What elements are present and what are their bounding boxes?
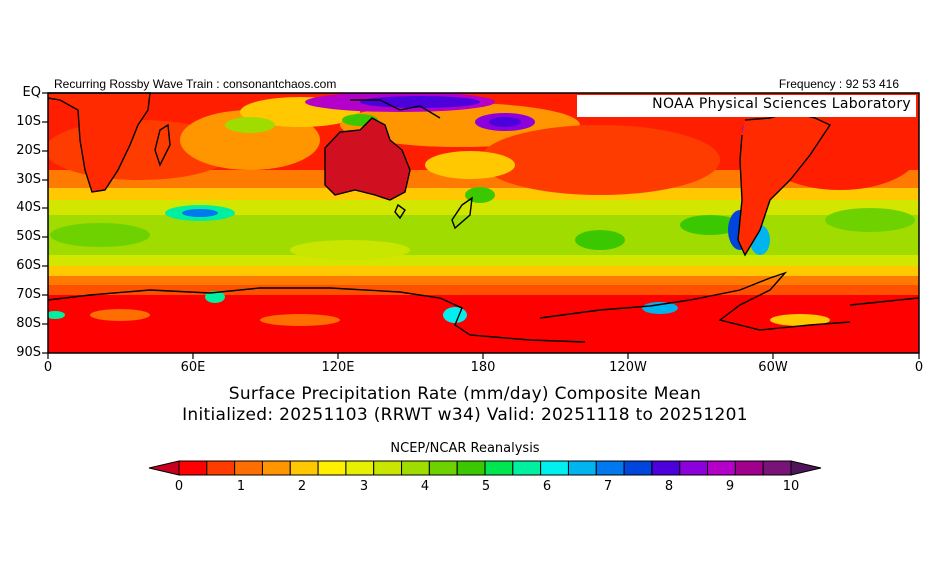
map-subtitle: Initialized: 20251103 (RRWT w34) Valid: … bbox=[182, 405, 748, 425]
colorbar-label-6: 6 bbox=[542, 479, 552, 494]
lat-label-70s: 70S bbox=[16, 287, 41, 302]
colorbar-label-4: 4 bbox=[420, 479, 430, 494]
map-title: Surface Precipitation Rate (mm/day) Comp… bbox=[228, 384, 702, 404]
lat-label-60s: 60S bbox=[16, 258, 41, 273]
coastlines bbox=[47, 92, 919, 343]
lon-label-180: 180 bbox=[470, 360, 496, 375]
lat-label-80s: 80S bbox=[16, 316, 41, 331]
colorbar-label-9: 9 bbox=[725, 479, 735, 494]
colorbar-label-10: 10 bbox=[782, 479, 800, 494]
data-source: NCEP/NCAR Reanalysis bbox=[390, 441, 540, 456]
lat-label-eq: EQ bbox=[22, 85, 41, 100]
colorbar-label-1: 1 bbox=[236, 479, 246, 494]
lon-label-0-east: 0 bbox=[914, 360, 924, 375]
header-credit: Recurring Rossby Wave Train : consonantc… bbox=[54, 77, 337, 91]
colorbar-label-7: 7 bbox=[603, 479, 613, 494]
lon-label-120e: 120E bbox=[321, 360, 355, 375]
lat-label-10s: 10S bbox=[16, 114, 41, 129]
lat-label-20s: 20S bbox=[16, 143, 41, 158]
lon-label-60e: 60E bbox=[180, 360, 206, 375]
colorbar-label-2: 2 bbox=[297, 479, 307, 494]
colorbar-label-0: 0 bbox=[174, 479, 184, 494]
lat-label-90s: 90S bbox=[16, 345, 41, 360]
axis-ticks bbox=[42, 92, 920, 359]
colorbar-label-3: 3 bbox=[359, 479, 369, 494]
header-frequency: Frequency : 92 53 416 bbox=[778, 77, 899, 91]
lon-label-60w: 60W bbox=[758, 360, 788, 375]
noaa-badge: NOAA Physical Sciences Laboratory bbox=[577, 95, 916, 117]
lat-label-30s: 30S bbox=[16, 172, 41, 187]
precipitation-field bbox=[48, 93, 919, 353]
lon-label-0: 0 bbox=[43, 360, 53, 375]
colorbar-label-8: 8 bbox=[664, 479, 674, 494]
lon-label-120w: 120W bbox=[609, 360, 647, 375]
lat-label-50s: 50S bbox=[16, 229, 41, 244]
lat-label-40s: 40S bbox=[16, 200, 41, 215]
colorbar-label-5: 5 bbox=[481, 479, 491, 494]
